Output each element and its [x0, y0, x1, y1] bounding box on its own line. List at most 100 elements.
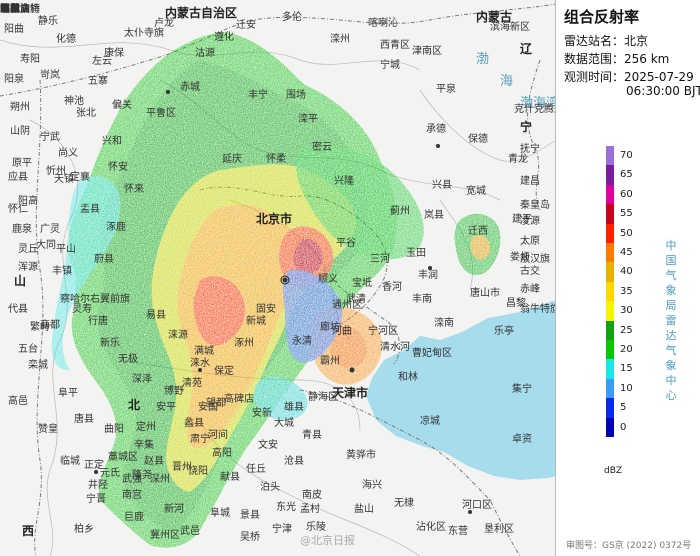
map-label: 武清	[346, 294, 366, 305]
legend-tick: 30	[620, 305, 633, 317]
map-label: 浑源	[18, 262, 38, 273]
city-markers	[94, 90, 472, 514]
map-label: 左云	[92, 56, 112, 67]
legend-tick: 45	[620, 247, 633, 258]
map-label: 迁西	[468, 226, 488, 237]
map-label: 唐县	[74, 414, 94, 425]
map-label: 西青区	[380, 40, 410, 51]
map-label: 昌黎	[506, 298, 526, 309]
map-label: 北票	[0, 4, 20, 15]
legend-tick: 55	[620, 208, 633, 220]
map-label: 武邑	[180, 526, 200, 537]
map-label: 多伦	[282, 12, 302, 23]
map-label: 怀安	[108, 162, 128, 173]
legend-swatch	[606, 165, 614, 186]
map-label: 玉田	[406, 248, 426, 259]
map-label: 盐山	[354, 504, 374, 515]
map-label: 阜新	[0, 4, 20, 15]
map-label: 乐亭	[494, 326, 514, 337]
map-label: 高邑	[8, 396, 28, 407]
map-label: 滦州	[330, 34, 350, 45]
legend-tick: 20	[620, 344, 633, 355]
map-label: 蔚县	[94, 254, 114, 265]
map-label: 绥中	[0, 4, 20, 15]
legend-swatch	[606, 340, 614, 360]
map-label: 宁河区	[368, 326, 398, 337]
echo-orange	[177, 204, 307, 448]
map-label: 辽	[520, 42, 533, 56]
echo-east-cell-core	[470, 234, 490, 260]
map-label: 迁安	[236, 20, 256, 31]
echo-darkred-core	[293, 238, 323, 274]
radar-site-icon	[280, 275, 290, 285]
map-label: 平谷	[336, 238, 356, 249]
map-label: 天津市	[332, 386, 369, 400]
map-label: 蠡县	[184, 418, 204, 429]
map-label: 正定	[84, 460, 104, 471]
map-label: 宁	[520, 120, 533, 134]
legend-swatch	[606, 359, 614, 380]
map-label: 沾化区	[416, 522, 446, 533]
map-label: 凌源	[520, 216, 540, 227]
map-label: 喀喇沁	[368, 18, 398, 29]
echo-blue	[282, 269, 343, 363]
map-label: 建昌	[520, 176, 540, 187]
map-label: 秦皇岛	[520, 200, 550, 211]
map-label: 海兴	[362, 480, 382, 491]
map-label: 巨鹿	[124, 512, 144, 523]
map-label: 内蒙古自治区	[165, 6, 238, 20]
map-label: 盂县	[80, 204, 100, 215]
map-label: 永清	[292, 336, 312, 347]
map-label: 廊坊	[320, 322, 340, 333]
map-label: 河口区	[462, 500, 492, 511]
map-label: 密云	[312, 142, 332, 153]
map-label: 辛集	[134, 440, 154, 451]
map-label: 五寨	[88, 76, 108, 87]
map-label: 朔州	[10, 102, 30, 113]
map-label: 唐山市	[470, 288, 500, 299]
map-label: 高碑店	[224, 394, 254, 405]
legend-swatch	[606, 281, 614, 302]
legend-swatch	[606, 262, 614, 283]
map-label: 平泉	[436, 84, 456, 95]
map-label: 博野	[164, 386, 184, 397]
map-label: 无极	[118, 354, 138, 365]
map-label: 喀左	[0, 4, 20, 15]
map-label: 井陉	[88, 480, 108, 491]
map-label: 代县	[8, 304, 28, 315]
map-label: 抚宁	[520, 144, 540, 155]
echo-cyan	[254, 376, 308, 420]
map-label: 东光	[276, 502, 296, 513]
legend-tick: 35	[620, 285, 633, 297]
map-label: 柏乡	[74, 524, 94, 535]
map-label: 集宁	[512, 384, 532, 395]
map-label: 正镶白旗	[0, 4, 40, 15]
legend-swatch	[606, 398, 614, 419]
map-label: 高阳	[212, 448, 232, 459]
map-label: 南皮	[302, 490, 322, 501]
map-label: 景县	[240, 510, 260, 521]
legend-tick: 25	[620, 324, 633, 336]
map-label: 寿阳	[20, 54, 40, 65]
map-label: 建平	[512, 214, 532, 225]
map-label: 太原	[520, 236, 540, 247]
map-label: 灵丘	[18, 244, 38, 255]
legend-swatch	[606, 184, 614, 205]
map-label: 平鲁区	[146, 108, 176, 119]
map-label: 献县	[220, 472, 240, 483]
radar-map[interactable]: 内蒙古自治区 内蒙古辽宁北西 山 北京市 天津市 化德 太仆寺旗 康保 沽源 多伦 围场 喀喇沁 宁城平…	[0, 0, 556, 556]
legend-swatch	[606, 146, 614, 166]
map-label: 孟村	[300, 504, 320, 515]
legend-swatch	[606, 378, 614, 399]
map-label: 安新	[252, 408, 272, 419]
watermark: @北京日报	[300, 534, 355, 547]
map-label: 繁峙	[30, 322, 50, 333]
map-label: 怀柔	[266, 154, 286, 165]
map-label: 霸州	[320, 356, 340, 367]
map-label: 涿鹿	[106, 222, 126, 233]
map-label: 忻州	[46, 166, 66, 177]
map-label: 新城	[246, 316, 266, 327]
legend-swatch	[606, 243, 614, 263]
map-label: 青县	[302, 430, 322, 441]
map-label: 卢龙	[154, 18, 174, 29]
